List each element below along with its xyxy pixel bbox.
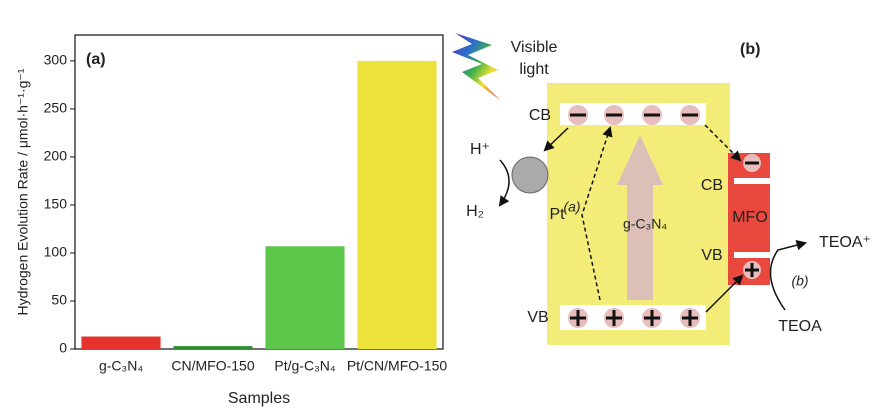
y-tick-label: 50 (51, 292, 67, 308)
y-axis-label: Hydrogen Evolution Rate / μmol·h⁻¹·g⁻¹ (15, 68, 31, 315)
path-a-label: (a) (563, 199, 580, 215)
light-label: light (519, 61, 549, 78)
bar (173, 346, 252, 349)
h-plus: H⁺ (470, 141, 490, 158)
cb-label: CB (529, 107, 551, 124)
light-icon (452, 33, 500, 100)
x-tick-label: g-C₃N₄ (99, 358, 143, 374)
h2: H₂ (466, 203, 484, 220)
bar (81, 337, 160, 349)
figure: (a) Hydrogen Evolution Rate / μmol·h⁻¹·g… (0, 0, 876, 411)
mfo-label: MFO (732, 209, 768, 226)
x-axis-label: Samples (228, 390, 290, 407)
teoa: TEOA (778, 318, 822, 335)
pt-particle (512, 157, 548, 193)
reduction-arrow (500, 160, 509, 205)
teoa-plus: TEOA⁺ (819, 234, 871, 251)
y-tick-label: 200 (44, 148, 68, 164)
x-tick-label: Pt/CN/MFO-150 (347, 358, 448, 374)
vb-label: VB (527, 309, 548, 326)
light-label: Visible (511, 39, 558, 56)
bar (357, 61, 436, 349)
mfo-vb (734, 252, 770, 258)
panel-label: (a) (86, 51, 106, 68)
vb-label: VB (701, 247, 722, 264)
y-tick-label: 100 (44, 244, 68, 260)
y-tick-label: 150 (44, 196, 68, 212)
x-tick-label: CN/MFO-150 (171, 358, 254, 374)
bar (265, 246, 344, 349)
y-tick-label: 0 (59, 340, 67, 356)
mfo-cb (734, 178, 770, 184)
path-b-label: (b) (791, 273, 808, 289)
y-tick-label: 250 (44, 100, 68, 116)
cn-label: g-C₃N₄ (623, 216, 667, 232)
bar-chart: (a) Hydrogen Evolution Rate / μmol·h⁻¹·g… (15, 35, 448, 407)
x-tick-label: Pt/g-C₃N₄ (274, 358, 335, 374)
panel-label: (b) (740, 41, 760, 58)
y-tick-label: 300 (44, 52, 68, 68)
mechanism-diagram: (b) Visible light g-C₃N₄ CB VB MFO C (452, 33, 871, 345)
cb-label: CB (701, 177, 723, 194)
